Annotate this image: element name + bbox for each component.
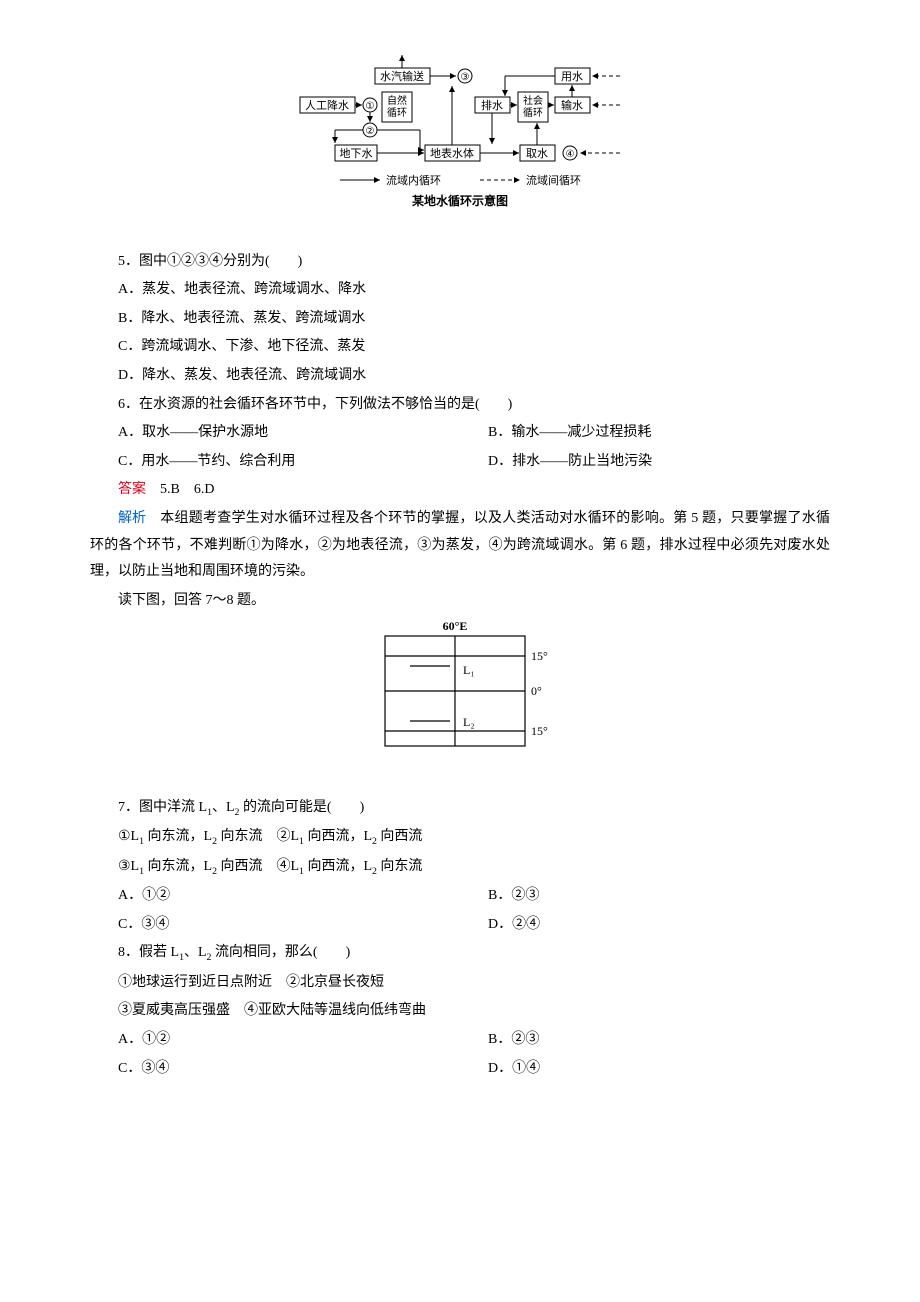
- legend-jian: 流域间循环: [526, 173, 581, 187]
- explain-text: 本组题考查学生对水循环过程及各个环节的掌握，以及人类活动对水循环的影响。第 5 …: [90, 511, 830, 579]
- svg-text:60°E: 60°E: [443, 619, 468, 633]
- box-paishui: 排水: [481, 98, 503, 112]
- diagram1-caption: 某地水循环示意图: [412, 193, 508, 208]
- box-yongshui: 用水: [561, 70, 583, 83]
- q6-opt-b: B．输水——减少过程损耗: [460, 420, 830, 447]
- box-dibiao: 地表水体: [430, 146, 474, 160]
- box-rgjs: 人工降水: [305, 98, 349, 112]
- q6-opt-d: D．排水——防止当地污染: [460, 449, 830, 476]
- water-cycle-svg: 水汽输送 用水 人工降水 自然 循环 排水 社会 循环 输水 地下水 地表水体 …: [280, 50, 640, 220]
- q7-opt-a: A．①②: [90, 883, 460, 910]
- q8-opt-b: B．②③: [460, 1027, 830, 1054]
- explain-label: 解析: [118, 511, 146, 526]
- q7-opt-b: B．②③: [460, 883, 830, 910]
- q6-opt-c: C．用水——节约、综合利用: [90, 449, 460, 476]
- box-dixia: 地下水: [340, 147, 373, 160]
- q7-stem: 7．图中洋流 L1、L2 的流向可能是( ): [90, 795, 830, 822]
- svg-text:15°: 15°: [531, 724, 548, 738]
- q7-line1: ①L1 向东流，L2 向东流 ②L1 向西流，L2 向西流: [90, 824, 830, 851]
- svg-text:循环: 循环: [523, 106, 543, 119]
- q8-opt-d: D．①④: [460, 1056, 830, 1083]
- box-qushui: 取水: [526, 147, 548, 160]
- q8-opt-a: A．①②: [90, 1027, 460, 1054]
- svg-text:②: ②: [366, 126, 375, 137]
- q8-line1: ①地球运行到近日点附近 ②北京昼长夜短: [90, 970, 830, 997]
- q5-opt-b: B．降水、地表径流、蒸发、跨流域调水: [90, 306, 830, 333]
- q8-stem: 8．假若 L1、L2 流向相同，那么( ): [90, 940, 830, 967]
- q7-opt-d: D．②④: [460, 912, 830, 939]
- q7-line2: ③L1 向东流，L2 向西流 ④L1 向西流，L2 向东流: [90, 854, 830, 881]
- ocean-svg: 60°E 15° 0° 15° L₁ L₂: [355, 616, 565, 766]
- svg-text:③: ③: [461, 72, 470, 83]
- water-cycle-diagram: 水汽输送 用水 人工降水 自然 循环 排水 社会 循环 输水 地下水 地表水体 …: [90, 50, 830, 231]
- box-wqss: 水汽输送: [380, 69, 424, 83]
- q8-line2: ③夏威夷高压强盛 ④亚欧大陆等温线向低纬弯曲: [90, 998, 830, 1025]
- svg-text:0°: 0°: [531, 684, 542, 698]
- q5-opt-d: D．降水、蒸发、地表径流、跨流域调水: [90, 363, 830, 390]
- answer-text: 5.B 6.D: [160, 482, 214, 497]
- explanation-56: 解析 本组题考查学生对水循环过程及各个环节的掌握，以及人类活动对水循环的影响。第…: [90, 506, 830, 586]
- box-shushui: 输水: [561, 98, 583, 112]
- intro-78: 读下图，回答 7～8 题。: [90, 588, 830, 615]
- q6-stem: 6．在水资源的社会循环各环节中，下列做法不够恰当的是( ): [90, 392, 830, 419]
- answer-label: 答案: [118, 482, 146, 497]
- q6-opt-a: A．取水——保护水源地: [90, 420, 460, 447]
- svg-text:④: ④: [566, 149, 575, 160]
- svg-text:L₂: L₂: [463, 715, 475, 729]
- ocean-current-diagram: 60°E 15° 0° 15° L₁ L₂: [90, 616, 830, 777]
- svg-text:循环: 循环: [387, 106, 407, 119]
- q5-opt-a: A．蒸发、地表径流、跨流域调水、降水: [90, 277, 830, 304]
- svg-text:①: ①: [366, 101, 375, 112]
- svg-text:自然: 自然: [387, 94, 407, 107]
- svg-text:L₁: L₁: [463, 663, 475, 677]
- q7-opt-c: C．③④: [90, 912, 460, 939]
- q8-opt-c: C．③④: [90, 1056, 460, 1083]
- svg-text:社会: 社会: [523, 94, 543, 107]
- q5-opt-c: C．跨流域调水、下渗、地下径流、蒸发: [90, 334, 830, 361]
- q5-stem: 5．图中①②③④分别为( ): [90, 249, 830, 276]
- svg-text:15°: 15°: [531, 649, 548, 663]
- legend-nei: 流域内循环: [386, 173, 441, 187]
- answer-56: 答案 5.B 6.D: [90, 477, 830, 504]
